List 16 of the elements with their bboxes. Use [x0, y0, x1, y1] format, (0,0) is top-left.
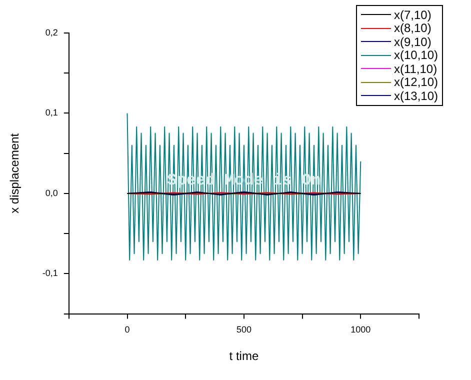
x-tick-label: 500	[236, 324, 252, 335]
legend-label: x(9,10)	[394, 34, 432, 49]
y-tick-label: 0,2	[45, 27, 58, 38]
legend-label: x(8,10)	[394, 21, 432, 36]
x-tick-label: 1000	[350, 324, 371, 335]
legend-label: x(12,10)	[394, 75, 438, 90]
legend-label: x(13,10)	[394, 88, 438, 103]
x-tick-label: 0	[124, 324, 130, 335]
x-axis-title: t time	[229, 349, 259, 364]
y-axis-title: x displacement	[8, 132, 22, 214]
y-tick-label: 0,0	[45, 188, 58, 198]
legend-label: x(11,10)	[394, 62, 438, 76]
y-tick-label: -0,1	[42, 268, 58, 278]
legend-label: x(10,10)	[394, 48, 438, 62]
legend-label: x(7,10)	[394, 8, 432, 22]
y-tick-label: 0,1	[45, 108, 58, 118]
